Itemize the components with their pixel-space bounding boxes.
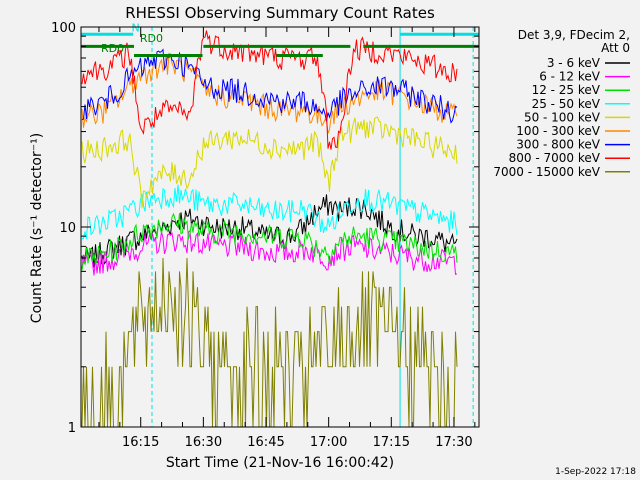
- legend-label-2: 12 - 25 keV: [532, 83, 601, 97]
- series-line-4: [81, 116, 458, 209]
- legend-label-3: 25 - 50 keV: [532, 97, 601, 111]
- x-tick-label-4: 17:15: [373, 435, 410, 450]
- legend-label-8: 7000 - 15000 keV: [493, 165, 600, 179]
- annotation-2: RD0: [101, 42, 124, 55]
- footer-timestamp: 1-Sep-2022 17:18: [555, 467, 636, 477]
- x-tick-label-0: 16:15: [122, 435, 159, 450]
- x-axis: 16:15 16:30 16:45 17:00 17:15 17:30: [98, 27, 476, 450]
- x-tick-label-2: 16:45: [247, 435, 284, 450]
- x-axis-label: Start Time (21-Nov-16 16:00:42): [166, 455, 394, 471]
- legend-label-7: 800 - 7000 keV: [509, 151, 601, 165]
- annotation-1: RD0: [140, 32, 163, 45]
- legend-label-6: 300 - 800 keV: [516, 138, 600, 152]
- series-line-2: [81, 212, 458, 271]
- y-tick-label-2: 100: [51, 21, 76, 36]
- series-line-6: [81, 48, 458, 124]
- series-line-1: [81, 229, 458, 276]
- legend-header-line-2: Att 0: [601, 41, 630, 55]
- legend-label-5: 100 - 300 keV: [516, 124, 600, 138]
- legend-label-4: 50 - 100 keV: [524, 110, 601, 124]
- legend-label-1: 6 - 12 keV: [539, 70, 601, 84]
- y-axis: 1 10 100: [51, 21, 479, 436]
- legend-header-line-1: Det 3,9, FDecim 2,: [518, 28, 630, 42]
- y-tick-label-0: 1: [68, 421, 76, 436]
- y-axis-label: Count Rate (s⁻¹ detector⁻¹): [29, 133, 45, 323]
- chart-title: RHESSI Observing Summary Count Rates: [125, 4, 435, 22]
- x-tick-label-3: 17:00: [310, 435, 347, 450]
- y-tick-label-1: 10: [59, 221, 76, 236]
- x-tick-label-1: 16:30: [185, 435, 222, 450]
- series-line-3: [81, 184, 458, 240]
- annotation-0: N: [132, 21, 140, 34]
- legend-label-0: 3 - 6 keV: [547, 56, 601, 70]
- x-tick-label-5: 17:30: [435, 435, 472, 450]
- series-line-7: [81, 30, 458, 150]
